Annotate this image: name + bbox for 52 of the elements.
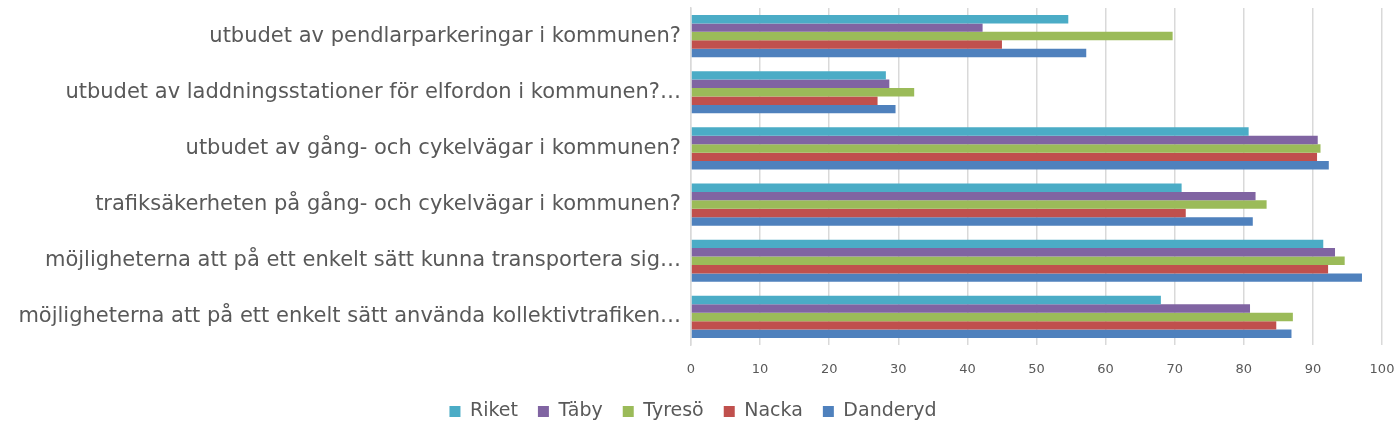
bar [691,312,1293,322]
bar [691,96,878,105]
x-tick-label: 30 [890,361,907,377]
bar [691,273,1362,282]
bar [691,239,1324,249]
bar [691,15,1069,24]
legend-label: Nacka [744,398,803,421]
bar [691,295,1161,305]
bar [691,135,1318,145]
y-tick-label: möjligheterna att på ett enkelt sätt använda kollektivtrafiken… [18,302,681,328]
legend-label: Täby [557,398,603,421]
bar [691,152,1318,162]
y-tick-label: utbudet av laddningsstationer för elfordon i kommunen?… [65,78,681,103]
legend-label: Tyresö [642,398,704,421]
bar [691,321,1277,330]
bar [691,161,1329,170]
bar [691,217,1253,226]
x-tick-label: 20 [820,361,838,377]
bar [691,208,1186,218]
x-tick-label: 90 [1304,361,1322,377]
bar [691,104,896,114]
legend-label: Riket [469,398,518,421]
bar [691,31,1173,41]
bar [691,191,1256,201]
bar [691,200,1267,209]
bar [691,23,983,32]
x-tick-label: 10 [751,361,769,377]
bar [691,71,886,80]
legend-label: Danderyd [843,398,937,421]
bar [691,79,890,89]
bar [691,256,1345,265]
y-tick-label: utbudet av pendlarparkeringar i kommunen? [209,22,681,47]
y-tick-label: möjligheterna att på ett enkelt sätt kunna transportera sig… [44,246,681,272]
y-tick-label: utbudet av gång- och cykelvägar i kommunen? [185,133,681,159]
bar [691,264,1329,274]
bar [691,304,1251,313]
bar [691,144,1321,153]
bar [691,248,1336,257]
y-tick-label: trafiksäkerheten på gång- och cykelvägar i kommunen? [95,190,681,216]
x-tick-label: 50 [1028,361,1045,377]
x-tick-label: 70 [1166,361,1183,377]
bar [691,48,1087,58]
x-tick-label: 80 [1235,361,1253,377]
bar [691,40,1002,49]
x-tick-label: 60 [1097,361,1114,377]
bar [691,329,1292,338]
bar [691,88,915,97]
bar [691,127,1249,136]
x-tick-label: 0 [686,361,696,377]
bar [691,183,1182,192]
x-tick-label: 100 [1369,361,1395,377]
x-tick-label: 40 [959,361,976,377]
